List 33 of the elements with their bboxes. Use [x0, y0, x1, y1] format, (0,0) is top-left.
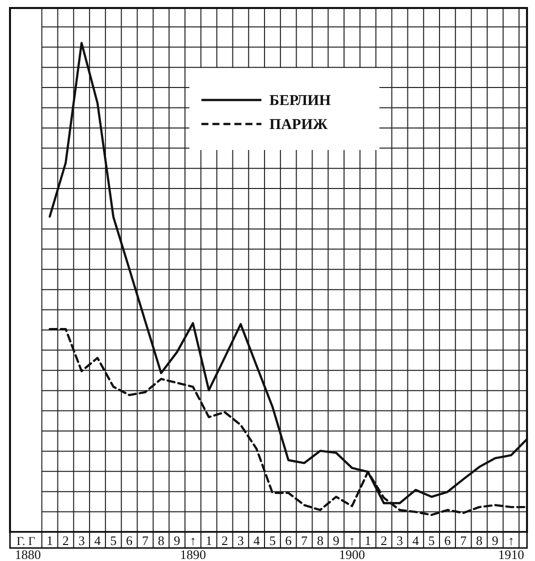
x-tick-label: ↑ 1910 — [498, 533, 524, 561]
x-tick-label: 3 — [237, 533, 244, 548]
x-tick-label: 1 — [206, 533, 212, 548]
x-tick-label: ↑ 1890 — [180, 533, 206, 561]
x-tick-label: 5 — [269, 533, 276, 548]
x-tick-label: 8 — [158, 533, 164, 548]
x-tick-label: 9 — [492, 533, 498, 548]
x-tick-label: 3 — [396, 533, 403, 548]
x-tick-label: 7 — [460, 533, 468, 548]
x-tick-label: 4 — [412, 533, 420, 548]
x-tick-label: 6 — [285, 533, 292, 548]
x-tick-label: 5 — [428, 533, 435, 548]
x-tick-label: 1 — [46, 533, 54, 548]
x-tick-label: 2 — [380, 533, 388, 548]
x-tick-label: 8 — [476, 533, 483, 548]
x-tick-label: 3 — [78, 533, 85, 548]
x-tick-label: 8 — [316, 533, 324, 548]
x-tick-label: 7 — [142, 533, 149, 548]
x-tick-label: 6 — [126, 533, 134, 548]
x-tick-label: ↑ 1900 — [339, 533, 366, 561]
x-tick-label: 1 — [364, 533, 372, 548]
x-tick-label: 9 — [174, 533, 180, 548]
x-tick-label: 4 — [94, 533, 102, 548]
x-tick-label: 9 — [332, 533, 340, 548]
x-tick-label: 4 — [253, 533, 260, 548]
x-tick-label: 7 — [301, 533, 308, 548]
x-tick-label: Г. Г 1880 — [14, 534, 41, 561]
legend-label: БЕРЛИН — [269, 93, 332, 109]
x-tick-label: 5 — [110, 533, 117, 548]
x-tick-label: 6 — [444, 533, 452, 548]
legend-label: ПАРИЖ — [269, 117, 328, 133]
x-tick-label: 2 — [222, 533, 228, 548]
x-tick-label: 2 — [62, 533, 69, 548]
